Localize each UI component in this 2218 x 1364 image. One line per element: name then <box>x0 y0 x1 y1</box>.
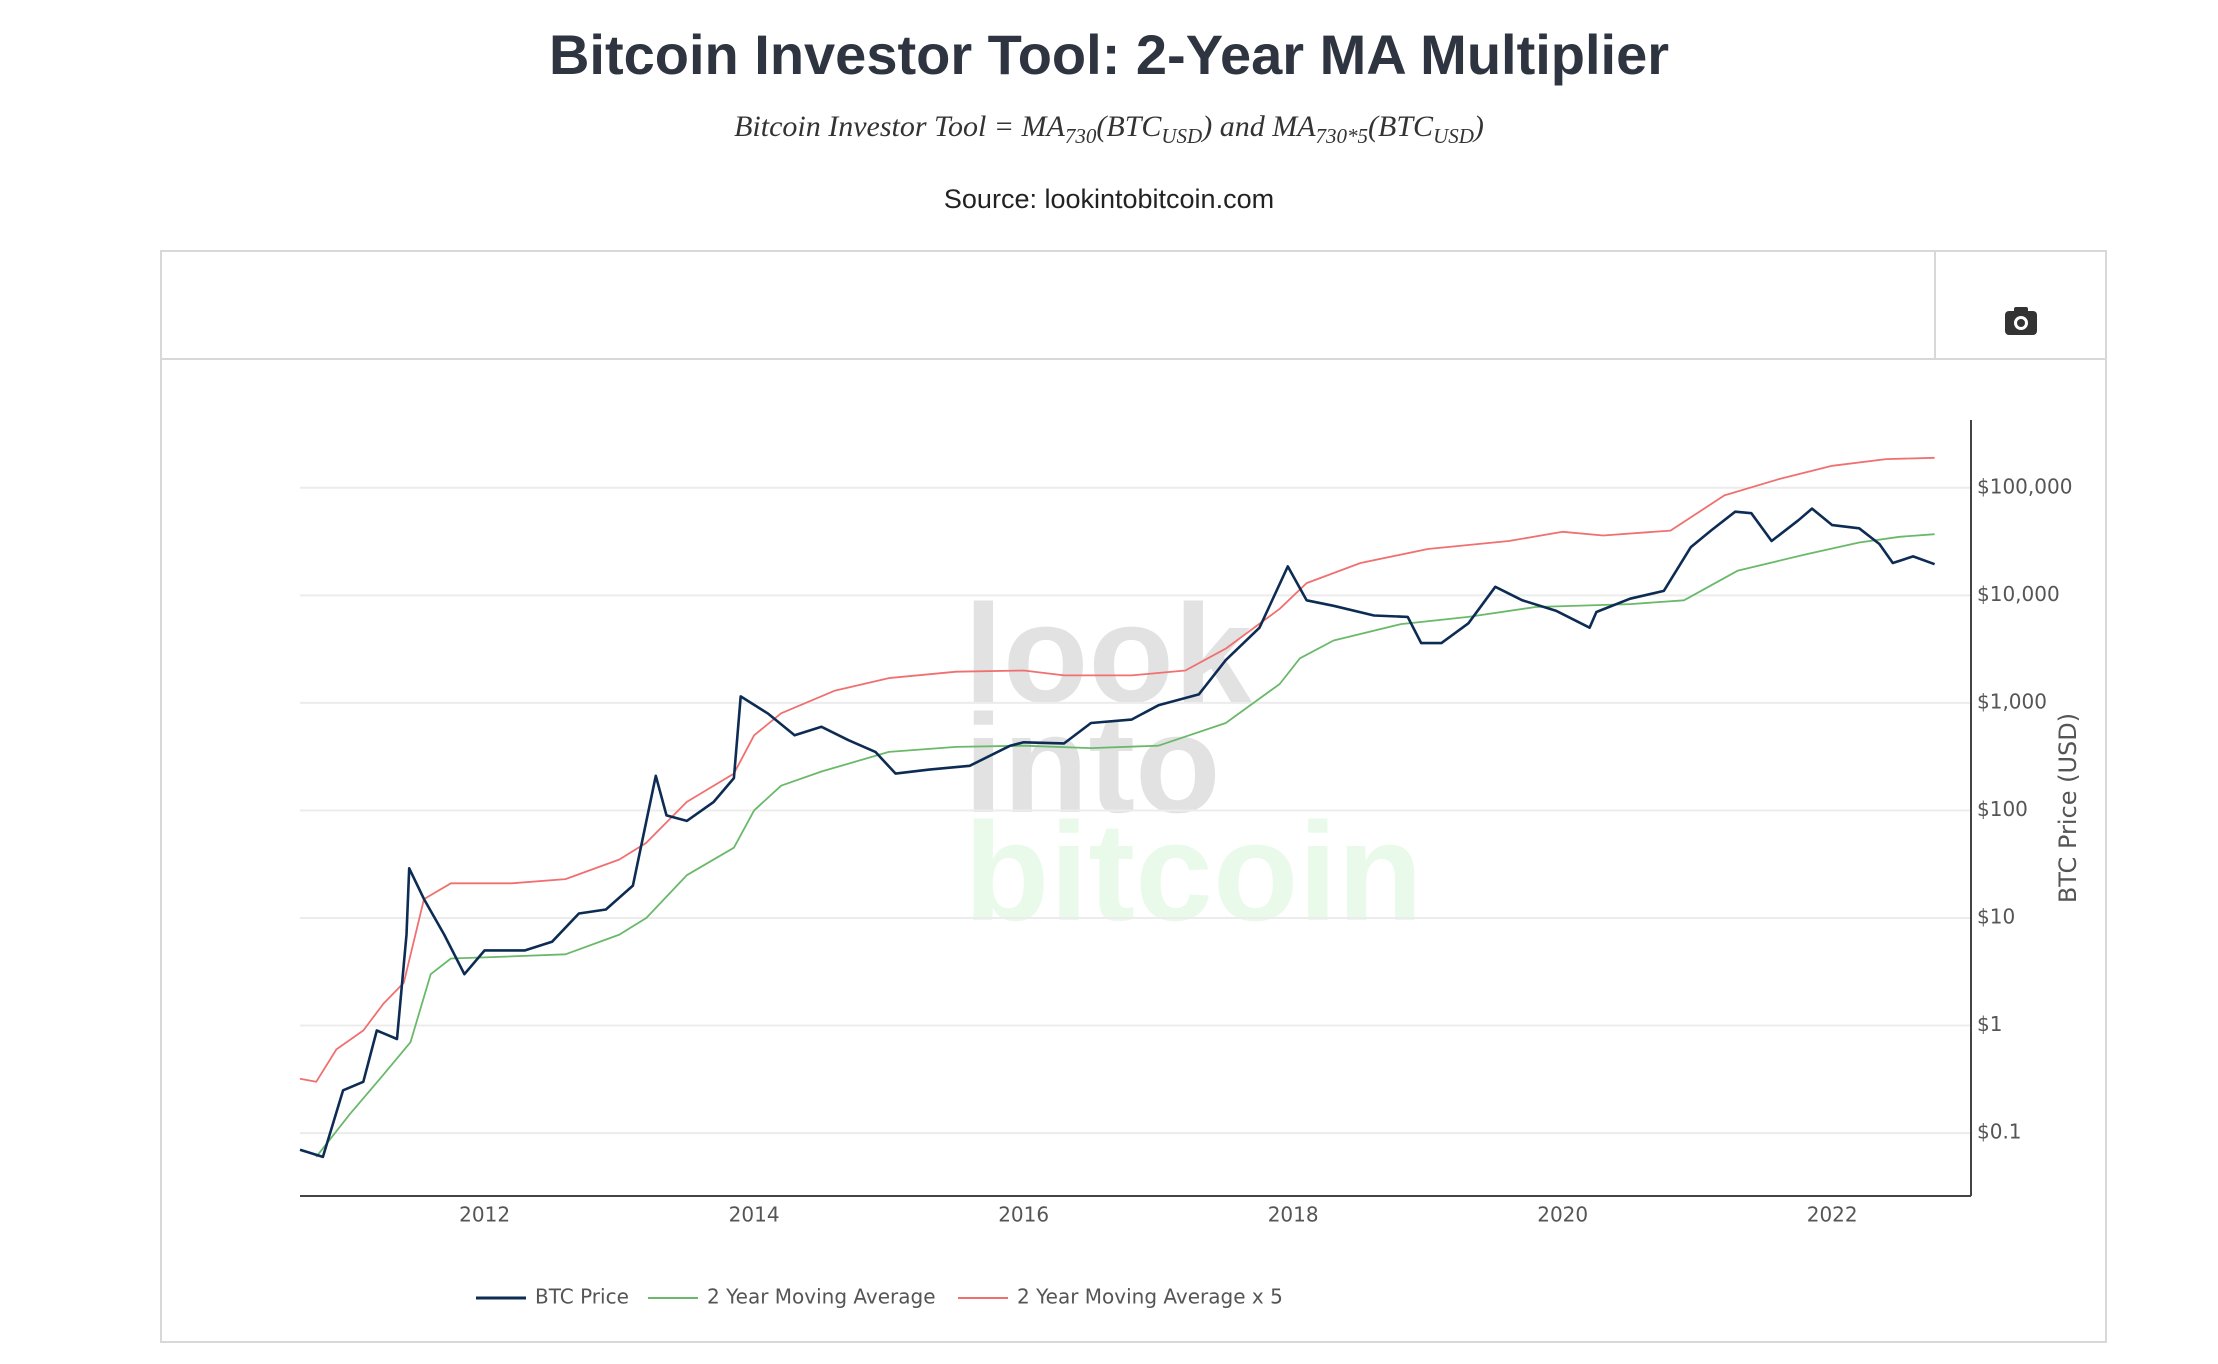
chart-frame <box>160 250 2107 1343</box>
x-tick-label: 2018 <box>1268 1203 1319 1227</box>
formula: (BTC <box>1368 110 1434 143</box>
camera-lens <box>2017 319 2025 327</box>
series-line <box>315 533 1935 1158</box>
y-axis-label: BTC Price (USD) <box>2054 713 2082 903</box>
formula: 730 <box>1064 124 1097 148</box>
y-tick-label: $100 <box>1977 797 2028 821</box>
watermark: bitcoin <box>964 793 1423 950</box>
legend-label: BTC Price <box>535 1285 629 1309</box>
title: Bitcoin Investor Tool: 2-Year MA Multipl… <box>548 23 1670 86</box>
legend-label: 2 Year Moving Average x 5 <box>1017 1285 1283 1309</box>
legend-label: 2 Year Moving Average <box>707 1285 936 1309</box>
y-tick-label: $10 <box>1977 904 2015 928</box>
x-tick-label: 2014 <box>729 1203 780 1227</box>
formula: ) <box>1473 110 1484 143</box>
formula: USD <box>1161 124 1203 148</box>
camera-button[interactable] <box>2005 307 2037 335</box>
watermark: into <box>964 685 1221 842</box>
formula: USD <box>1433 124 1474 148</box>
y-tick-label: $1,000 <box>1977 689 2047 713</box>
y-tick-label: $100,000 <box>1977 474 2072 498</box>
formula: ) and MA <box>1202 110 1316 143</box>
formula: 730*5 <box>1315 124 1369 148</box>
watermark: look <box>964 575 1252 732</box>
subtitle: Bitcoin Investor Tool = MA730(BTCUSD) an… <box>0 110 2218 149</box>
x-tick-label: 2016 <box>998 1203 1049 1227</box>
y-tick-label: $10,000 <box>1977 582 2060 606</box>
x-tick-label: 2022 <box>1807 1203 1858 1227</box>
y-tick-label: $1 <box>1977 1012 2002 1036</box>
x-tick-label: 2020 <box>1537 1203 1588 1227</box>
y-tick-label: $0.1 <box>1977 1120 2022 1144</box>
series-line <box>299 507 1936 1159</box>
camera-top <box>2014 307 2028 313</box>
formula: Bitcoin Investor Tool = MA <box>734 110 1065 143</box>
formula: (BTC <box>1096 110 1162 143</box>
source: Source: lookintobitcoin.com <box>943 184 1275 214</box>
x-tick-label: 2012 <box>459 1203 510 1227</box>
